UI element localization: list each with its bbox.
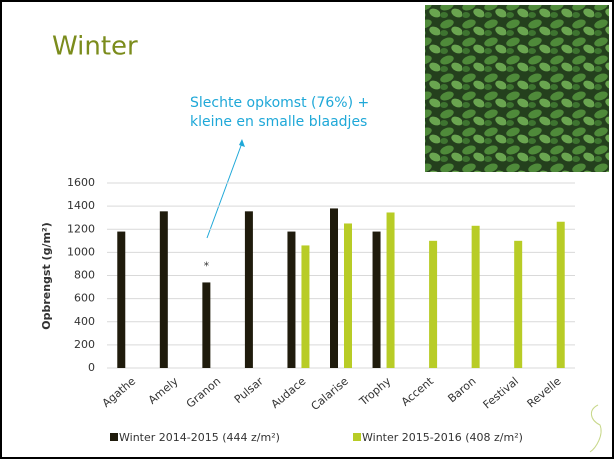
bar (117, 231, 126, 368)
legend-swatch (353, 433, 361, 441)
y-tick-label: 400 (74, 315, 95, 328)
bar (471, 225, 480, 368)
bar (301, 245, 310, 368)
y-tick-label: 1600 (67, 176, 95, 189)
annotation-line: kleine en smalle blaadjes (190, 114, 367, 130)
photo (425, 5, 609, 172)
bar (287, 231, 296, 368)
bar (556, 221, 565, 368)
slide-title: Winter (52, 32, 138, 62)
legend-label: Winter 2015-2016 (408 z/m²) (362, 431, 523, 444)
bar (202, 282, 211, 368)
legend-label: Winter 2014-2015 (444 z/m²) (119, 431, 280, 444)
decoration (589, 404, 602, 453)
bar (514, 240, 523, 368)
legend-swatch (110, 433, 118, 441)
annotation-arrow (206, 142, 243, 239)
y-tick-label: 1000 (67, 245, 95, 258)
bar (386, 212, 395, 368)
bar (159, 211, 168, 368)
bar (372, 231, 381, 368)
bar (429, 240, 438, 368)
y-axis-label: Opbrengst (g/m²) (40, 222, 53, 330)
bar (244, 211, 253, 368)
y-tick-label: 0 (88, 361, 95, 374)
y-tick-label: 600 (74, 292, 95, 305)
y-tick-label: 1200 (67, 222, 95, 235)
bar (344, 223, 352, 368)
bar (330, 208, 338, 368)
arrow-head (239, 139, 245, 147)
annotation-line: Slechte opkomst (76%) + (190, 95, 369, 111)
marker-annotation: * (204, 259, 210, 272)
y-tick-label: 800 (74, 269, 95, 282)
y-tick-label: 1400 (67, 199, 95, 212)
y-tick-label: 200 (74, 338, 95, 351)
